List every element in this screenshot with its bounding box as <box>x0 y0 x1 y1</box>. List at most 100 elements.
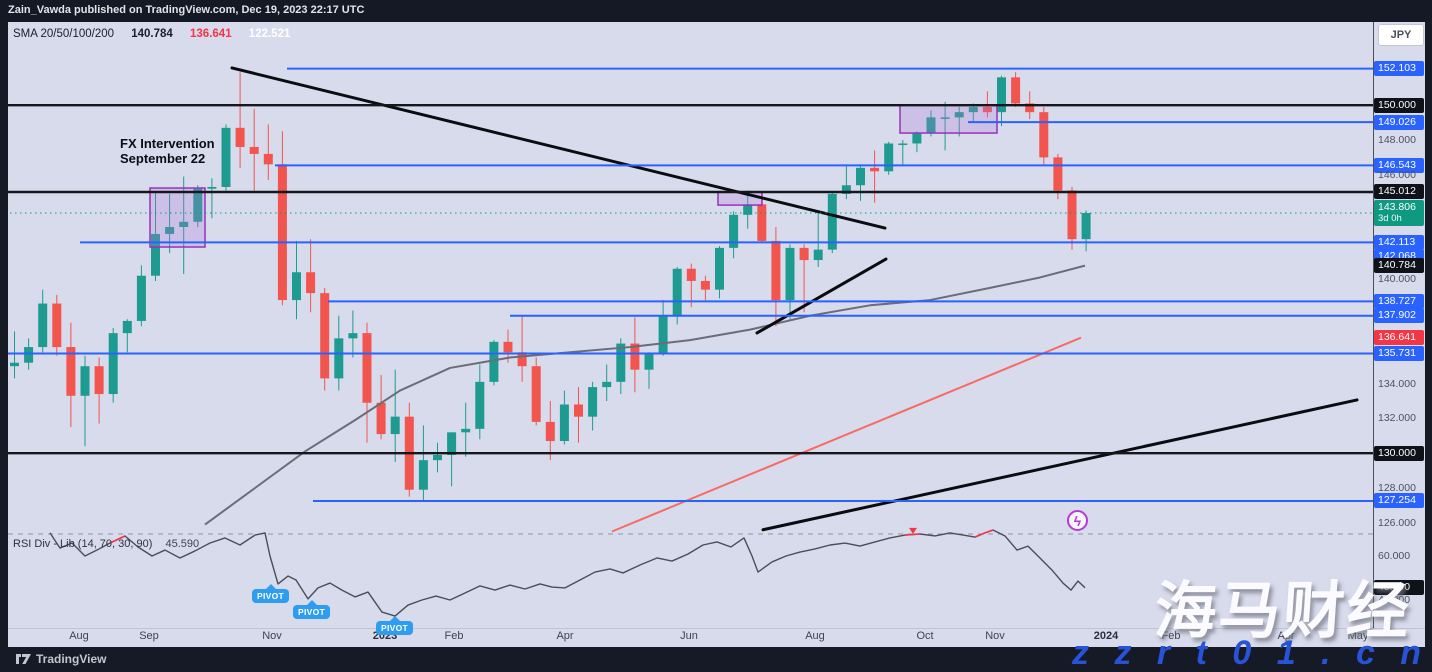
candle-body <box>729 214 739 248</box>
candle-body <box>136 275 146 321</box>
candle-body <box>1011 77 1021 104</box>
candle-body <box>531 366 541 422</box>
fx-intervention-annotation[interactable]: FX Intervention September 22 <box>120 136 215 166</box>
candle-body <box>179 221 189 227</box>
sma-value-50: 136.641 <box>190 28 232 40</box>
descending-trendline[interactable] <box>230 66 887 230</box>
sma-gray-line[interactable] <box>204 264 1086 526</box>
candle-body <box>856 167 865 186</box>
candle-body <box>249 146 259 154</box>
candle-body <box>559 404 569 442</box>
price-tick-126.000: 126.000 <box>1378 516 1416 529</box>
price-axis-divider[interactable] <box>1373 22 1374 628</box>
time-label-Apr: Apr <box>556 630 574 642</box>
candle-body <box>658 315 668 355</box>
candle-body <box>630 343 640 370</box>
candle-body <box>263 153 273 165</box>
price-label-138.727: 138.727 <box>1374 293 1424 309</box>
candle-body <box>517 352 527 367</box>
candle-body <box>433 454 442 461</box>
rsi-tick-40.000: 40.000 <box>1378 594 1411 606</box>
time-label-2024: 2024 <box>1093 630 1119 642</box>
candle-body <box>545 421 555 442</box>
tradingview-brand-name: TradingView <box>36 652 107 666</box>
candle-body <box>757 204 767 241</box>
candle-body <box>785 247 795 301</box>
candle-body <box>884 143 894 172</box>
short-ascending-trendline[interactable] <box>755 257 888 335</box>
candle-body <box>334 338 344 379</box>
candle-body <box>151 233 160 276</box>
candle-body <box>362 333 372 403</box>
sma-legend-label: SMA 20/50/100/200 <box>13 28 115 40</box>
candle-body <box>700 280 710 290</box>
time-label-Aug: Aug <box>805 630 825 642</box>
candle-body <box>461 428 471 433</box>
candle-body <box>277 164 287 301</box>
pivot-callout[interactable]: PIVOT <box>376 615 414 635</box>
sma-indicator-legend[interactable]: SMA 20/50/100/200 140.784 136.641 122.52… <box>13 28 290 40</box>
candle-body <box>38 303 48 348</box>
candle-body <box>122 320 132 334</box>
candle-body <box>235 127 245 147</box>
price-label-137.902: 137.902 <box>1374 308 1424 324</box>
candle-body <box>292 272 301 301</box>
rsi-indicator-legend[interactable]: RSI Div - Lib (14, 70, 30, 90) 45.590 <box>13 538 199 550</box>
time-label-Oct: Oct <box>916 630 934 642</box>
price-label-145.012: 145.012 <box>1374 184 1424 200</box>
time-label-Apr: Apr <box>1277 630 1295 642</box>
supply-zone-sep-2022[interactable] <box>149 187 206 248</box>
candle-countdown: 3d 0h <box>1378 212 1402 224</box>
candle-body <box>52 303 62 348</box>
price-label-146.543: 146.543 <box>1374 157 1424 173</box>
price-label-127.254: 127.254 <box>1374 493 1424 509</box>
time-label-May: May <box>1347 630 1369 642</box>
price-label-142.113: 142.113 <box>1374 234 1424 250</box>
candle-body <box>813 249 823 261</box>
annotation-line-2: September 22 <box>120 151 206 166</box>
currency-toggle-button[interactable]: JPY <box>1378 24 1424 46</box>
candle-body <box>320 293 330 379</box>
supply-zone-oct-2023[interactable] <box>899 104 998 134</box>
annotation-line-1: FX Intervention <box>120 136 215 151</box>
candle-body <box>165 227 175 234</box>
sma-value-20: 140.784 <box>131 28 173 40</box>
candle-body <box>954 112 964 118</box>
time-label-Aug: Aug <box>69 630 89 642</box>
candle-body <box>418 460 428 490</box>
left-edge-strip <box>0 22 8 647</box>
flash-lightning-icon[interactable]: ϟ <box>1067 510 1088 531</box>
candle-body <box>1039 112 1049 158</box>
candle-body <box>66 347 76 396</box>
rsi-line[interactable] <box>49 529 1086 617</box>
sma-red-line[interactable] <box>611 336 1082 533</box>
price-label-152.103: 152.103 <box>1374 61 1424 77</box>
tradingview-brand[interactable]: TradingView <box>16 652 106 666</box>
time-axis-divider[interactable] <box>8 628 1425 629</box>
time-label-Sep: Sep <box>139 630 159 642</box>
candle-body <box>574 404 583 417</box>
candle-body <box>644 354 654 370</box>
candle-body <box>743 204 753 215</box>
pivot-callout[interactable]: PIVOT <box>293 600 331 620</box>
price-label-130.000: 130.000 <box>1374 445 1424 461</box>
price-label-136.641: 136.641 <box>1374 330 1424 346</box>
candles-layer <box>10 72 1091 501</box>
candle-body <box>799 247 809 261</box>
candle-body <box>926 117 936 134</box>
candle-body <box>10 362 19 367</box>
candle-body <box>475 381 485 429</box>
right-edge-strip <box>1425 0 1432 672</box>
pivot-callout[interactable]: PIVOT <box>252 583 290 603</box>
candle-body <box>306 272 316 294</box>
price-tick-140.000: 140.000 <box>1378 273 1416 286</box>
rsi-divergence-marker <box>909 527 917 534</box>
candle-body <box>827 193 837 250</box>
candle-body <box>982 106 992 113</box>
candle-body <box>503 341 513 353</box>
candle-body <box>616 343 626 382</box>
candle-body <box>602 381 612 388</box>
long-ascending-trendline[interactable] <box>761 398 1359 532</box>
